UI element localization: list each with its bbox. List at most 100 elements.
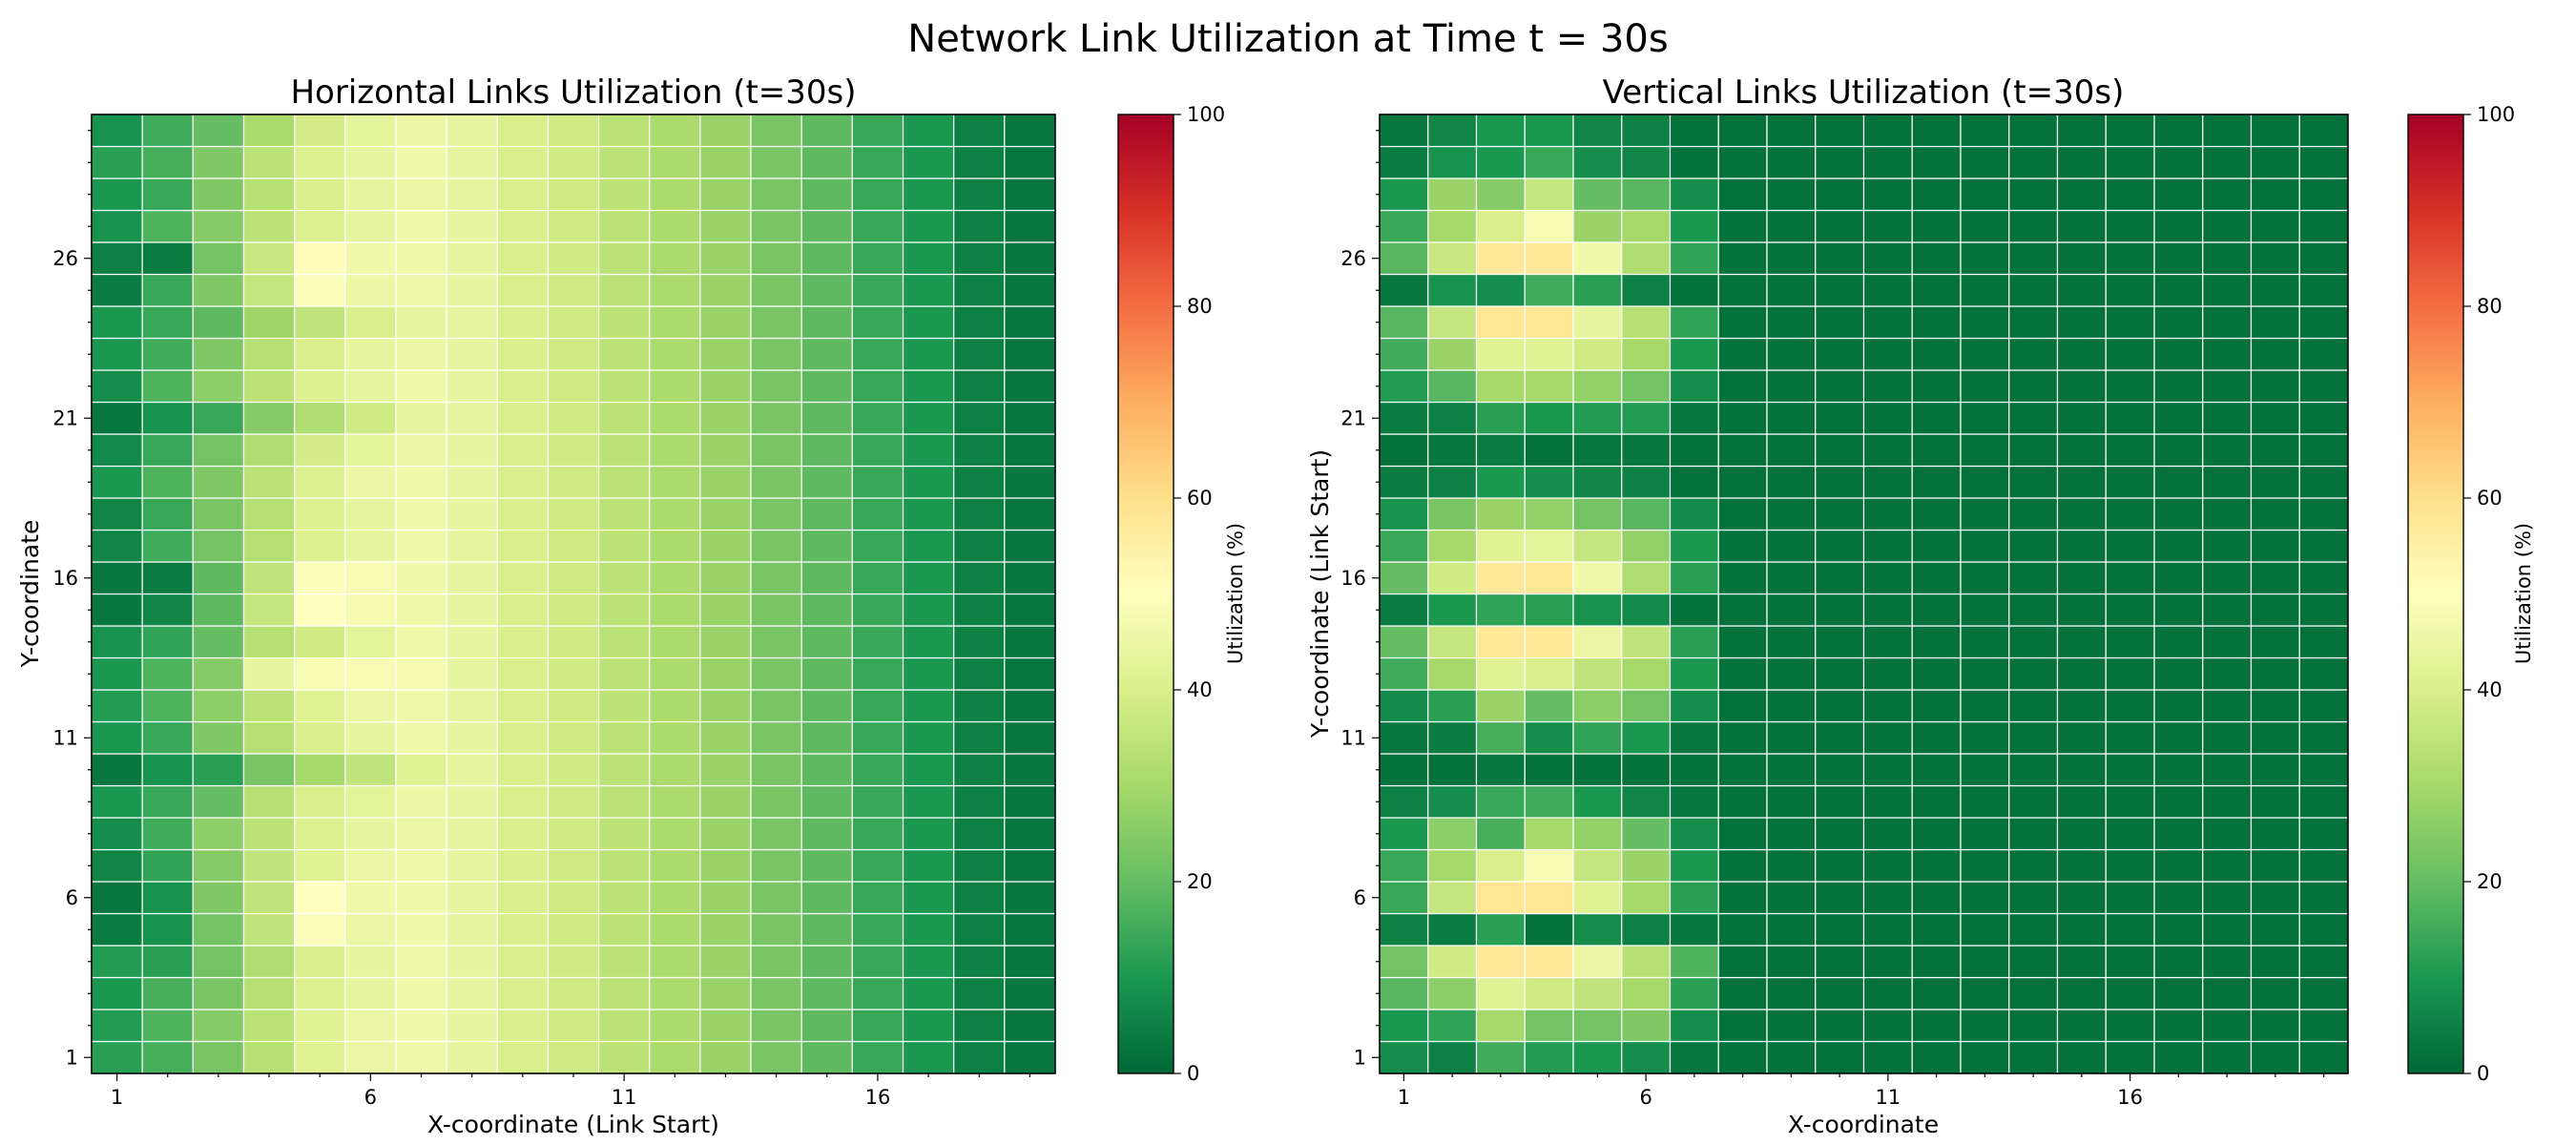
- heatmap-cell: [395, 912, 447, 947]
- heatmap-cell: [1475, 1040, 1526, 1074]
- heatmap-cell: [2250, 273, 2300, 307]
- heatmap-cell: [1621, 625, 1672, 659]
- heatmap-cell: [800, 817, 853, 851]
- heatmap-cell: [902, 529, 955, 563]
- heatmap-cell: [242, 848, 296, 883]
- heatmap-cell: [547, 401, 600, 435]
- heatmap-cell: [1524, 881, 1574, 915]
- heatmap-cell: [1815, 177, 1865, 212]
- heatmap-cell: [344, 689, 397, 723]
- heatmap-cell: [1621, 1009, 1672, 1043]
- heatmap-cell: [1572, 625, 1623, 659]
- heatmap-cell: [242, 1040, 296, 1074]
- heatmap-cell: [547, 912, 600, 947]
- heatmap-cell: [446, 497, 498, 531]
- heatmap-cell: [1621, 720, 1672, 755]
- heatmap-cell: [1717, 401, 1768, 435]
- heatmap-cell: [1815, 593, 1865, 627]
- heatmap-cell: [294, 656, 346, 691]
- heatmap-cell: [1524, 593, 1574, 627]
- heatmap-cell: [91, 145, 143, 179]
- heatmap-cell: [496, 337, 550, 371]
- heatmap-cell: [851, 817, 904, 851]
- heatmap-cell: [1911, 1009, 1962, 1043]
- heatmap-cell: [1427, 433, 1478, 468]
- heatmap-cell: [902, 114, 955, 148]
- heatmap-cell: [1669, 945, 1719, 979]
- heatmap-cell: [1669, 720, 1719, 755]
- heatmap-cell: [1717, 1009, 1768, 1043]
- heatmap-cell: [2202, 945, 2253, 979]
- heatmap-cell: [395, 1009, 447, 1043]
- heatmap-cell: [242, 689, 296, 723]
- heatmap-cell: [1379, 976, 1429, 1010]
- heatmap-cell: [1717, 976, 1768, 1010]
- colorbar-tick-label: 40: [1187, 678, 1213, 701]
- heatmap-cell: [395, 401, 447, 435]
- heatmap-cell: [1669, 881, 1719, 915]
- heatmap-cell: [1669, 465, 1719, 499]
- heatmap-cell: [851, 656, 904, 691]
- heatmap-cell: [1815, 784, 1865, 819]
- heatmap-cell: [902, 465, 955, 499]
- heatmap-cell: [699, 114, 752, 148]
- heatmap-cell: [294, 1040, 346, 1074]
- heatmap-cell: [1524, 1009, 1574, 1043]
- x-tick-label: 16: [865, 1086, 891, 1109]
- x-tick-label: 6: [364, 1086, 377, 1109]
- heatmap-cell: [699, 529, 752, 563]
- heatmap-cell: [2250, 817, 2300, 851]
- heatmap-cell: [649, 145, 701, 179]
- heatmap-cell: [1572, 753, 1623, 787]
- heatmap-cell: [91, 401, 143, 435]
- heatmap-cell: [750, 881, 802, 915]
- heatmap-cell: [496, 433, 550, 468]
- heatmap-cell: [597, 497, 651, 531]
- heatmap-cell: [1717, 689, 1768, 723]
- heatmap-cell: [547, 593, 600, 627]
- heatmap-cell: [2105, 369, 2155, 404]
- heatmap-cell: [1427, 369, 1478, 404]
- heatmap-cell: [496, 369, 550, 404]
- heatmap-cell: [1960, 1009, 2010, 1043]
- heatmap-cell: [344, 114, 397, 148]
- heatmap-cell: [800, 241, 853, 276]
- heatmap-cell: [1379, 817, 1429, 851]
- heatmap-cell: [446, 720, 498, 755]
- heatmap-cell: [1815, 145, 1865, 179]
- heatmap-cell: [649, 945, 701, 979]
- heatmap-cell: [1524, 753, 1574, 787]
- heatmap-cell: [649, 593, 701, 627]
- heatmap-cell: [1960, 273, 2010, 307]
- heatmap-cell: [395, 1040, 447, 1074]
- heatmap-cell: [1572, 465, 1623, 499]
- heatmap-cell: [141, 337, 194, 371]
- y-tick-label: 1: [1354, 1046, 1366, 1069]
- heatmap-cell: [851, 753, 904, 787]
- heatmap-cell: [1669, 656, 1719, 691]
- heatmap-cell: [344, 241, 397, 276]
- heatmap-cell: [1911, 209, 1962, 243]
- heatmap-cell: [953, 976, 1006, 1010]
- heatmap-cell: [1572, 401, 1623, 435]
- heatmap-cell: [344, 529, 397, 563]
- heatmap-cell: [902, 753, 955, 787]
- heatmap-cell: [699, 848, 752, 883]
- heatmap-cell: [294, 848, 346, 883]
- heatmap-cell: [395, 145, 447, 179]
- heatmap-cell: [141, 497, 194, 531]
- heatmap-cell: [496, 241, 550, 276]
- heatmap-cell: [1766, 753, 1817, 787]
- heatmap-cell: [1669, 241, 1719, 276]
- heatmap-cell: [699, 369, 752, 404]
- heatmap-cell: [2250, 241, 2300, 276]
- heatmap-cell: [1572, 848, 1623, 883]
- heatmap-cell: [1524, 401, 1574, 435]
- heatmap-cell: [953, 433, 1006, 468]
- heatmap-cell: [294, 273, 346, 307]
- heatmap-cell: [2105, 177, 2155, 212]
- heatmap-cell: [1427, 337, 1478, 371]
- heatmap-cell: [902, 305, 955, 340]
- heatmap-cell: [902, 1009, 955, 1043]
- heatmap-cell: [699, 1040, 752, 1074]
